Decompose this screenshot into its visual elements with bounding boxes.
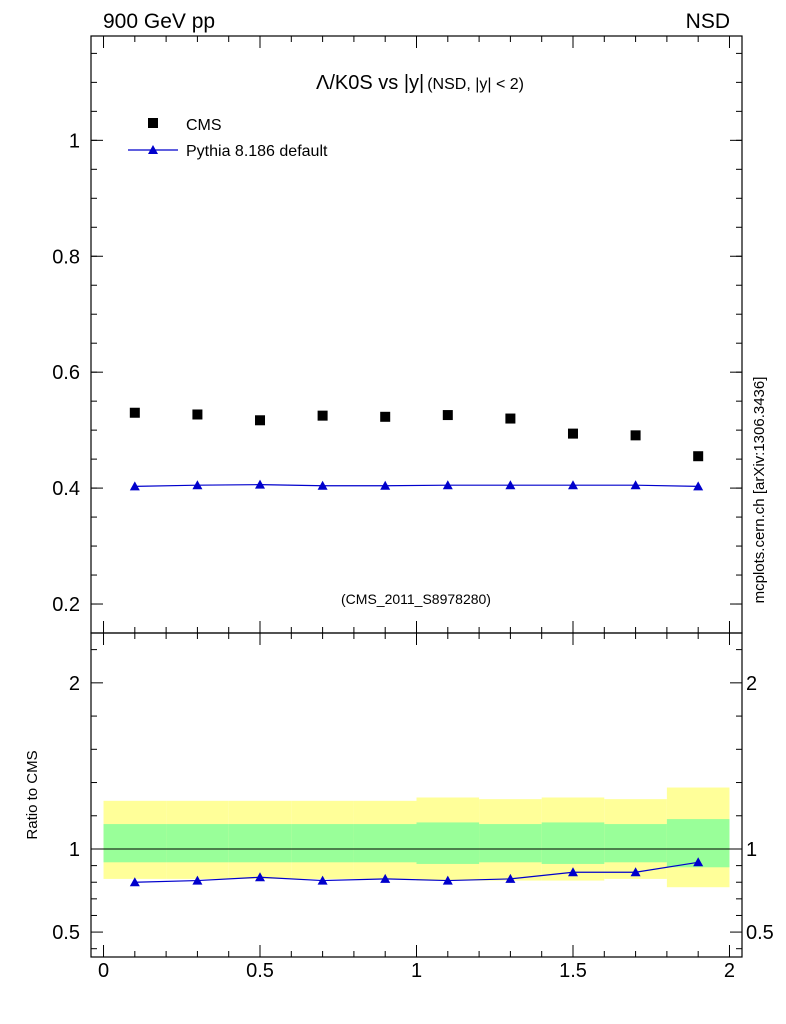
pythia-point <box>630 480 641 490</box>
ratio-band-green <box>479 824 542 863</box>
cms-point <box>380 411 391 422</box>
y-tick-label: 0.2 <box>52 594 80 616</box>
pythia-point <box>567 480 578 490</box>
legend-pythia-marker <box>148 145 158 154</box>
ratio-band-green <box>228 824 292 863</box>
ratio-y-tick-label-right: 1 <box>746 839 757 861</box>
cms-point <box>255 415 266 426</box>
side-label: mcplots.cern.ch [arXiv:1306.3436] <box>751 377 768 604</box>
ratio-y-tick-label-right: 0.5 <box>746 922 774 944</box>
pythia-point <box>442 480 453 490</box>
ratio-pythia-point <box>693 857 704 867</box>
watermark: (CMS_2011_S8978280) <box>341 591 491 607</box>
x-tick-label: 1.5 <box>559 960 587 982</box>
ratio-band-green <box>166 824 229 863</box>
legend-cms-label: CMS <box>186 117 222 134</box>
main-title: Λ/K0S vs |y| (NSD, |y| < 2) <box>316 72 524 94</box>
ratio-frame <box>90 632 743 958</box>
pythia-point <box>693 481 704 491</box>
header-right: NSD <box>686 10 730 33</box>
ratio-pythia-point <box>255 872 266 882</box>
ratio-band-green <box>353 824 417 863</box>
y-tick-label: 0.8 <box>52 246 80 268</box>
ratio-y-tick-label: 1 <box>69 839 80 861</box>
ratio-pythia-point <box>630 867 641 877</box>
main-panel: Λ/K0S vs |y| (NSD, |y| < 2) (CMS_2011_S89… <box>52 35 743 634</box>
cms-point <box>693 451 704 462</box>
pythia-point <box>129 481 140 491</box>
legend-pythia-label: Pythia 8.186 default <box>186 143 328 160</box>
cms-point <box>442 410 453 421</box>
header-left: 900 GeV pp <box>103 10 215 33</box>
ratio-band-green <box>291 824 354 863</box>
ratio-pythia-point <box>317 875 328 885</box>
ratio-y-tick-label: 0.5 <box>52 922 80 944</box>
pythia-point <box>505 480 516 490</box>
x-tick-label: 2 <box>724 960 735 982</box>
y-tick-label: 1 <box>69 130 80 152</box>
cms-point <box>192 409 203 420</box>
pythia-point <box>317 480 328 490</box>
ratio-band-green <box>541 822 605 864</box>
ratio-pythia-point <box>129 877 140 887</box>
ratio-pythia-point <box>380 873 391 883</box>
ratio-pythia-line <box>134 861 699 883</box>
pythia-point <box>255 479 266 489</box>
ratio-pythia-point <box>505 873 516 883</box>
x-tick-label: 1 <box>411 960 422 982</box>
ratio-y-tick-label: 2 <box>69 673 80 695</box>
ratio-pythia-point <box>442 875 453 885</box>
y-tick-label: 0.4 <box>52 478 80 500</box>
ratio-pythia-point <box>567 867 578 877</box>
cms-point <box>505 413 516 424</box>
y-tick-label: 0.6 <box>52 362 80 384</box>
ratio-y-label: Ratio to CMS <box>24 750 41 839</box>
ratio-y-tick-label-right: 2 <box>746 673 757 695</box>
main-title-text: Λ/K0S vs |y| <box>316 72 424 94</box>
ratio-pythia-point <box>192 875 203 885</box>
ratio-band-green <box>103 824 167 863</box>
pythia-point <box>192 480 203 490</box>
pythia-point <box>380 480 391 490</box>
x-tick-label: 0.5 <box>246 960 274 982</box>
legend: CMS Pythia 8.186 default <box>128 117 328 160</box>
x-tick-label: 0 <box>98 960 109 982</box>
ratio-band-green <box>604 824 667 863</box>
ratio-panel: Ratio to CMS 0.5 0.5 1 1 2 2 0 0.5 1 1.5 2 <box>24 632 774 982</box>
cms-point <box>129 407 140 418</box>
legend-cms-marker <box>148 118 158 128</box>
pythia-line <box>134 484 699 487</box>
cms-point <box>630 430 641 441</box>
cms-point <box>317 410 328 421</box>
main-title-subtext: (NSD, |y| < 2) <box>427 76 524 93</box>
cms-point <box>567 428 578 439</box>
ratio-band-green <box>416 822 480 864</box>
